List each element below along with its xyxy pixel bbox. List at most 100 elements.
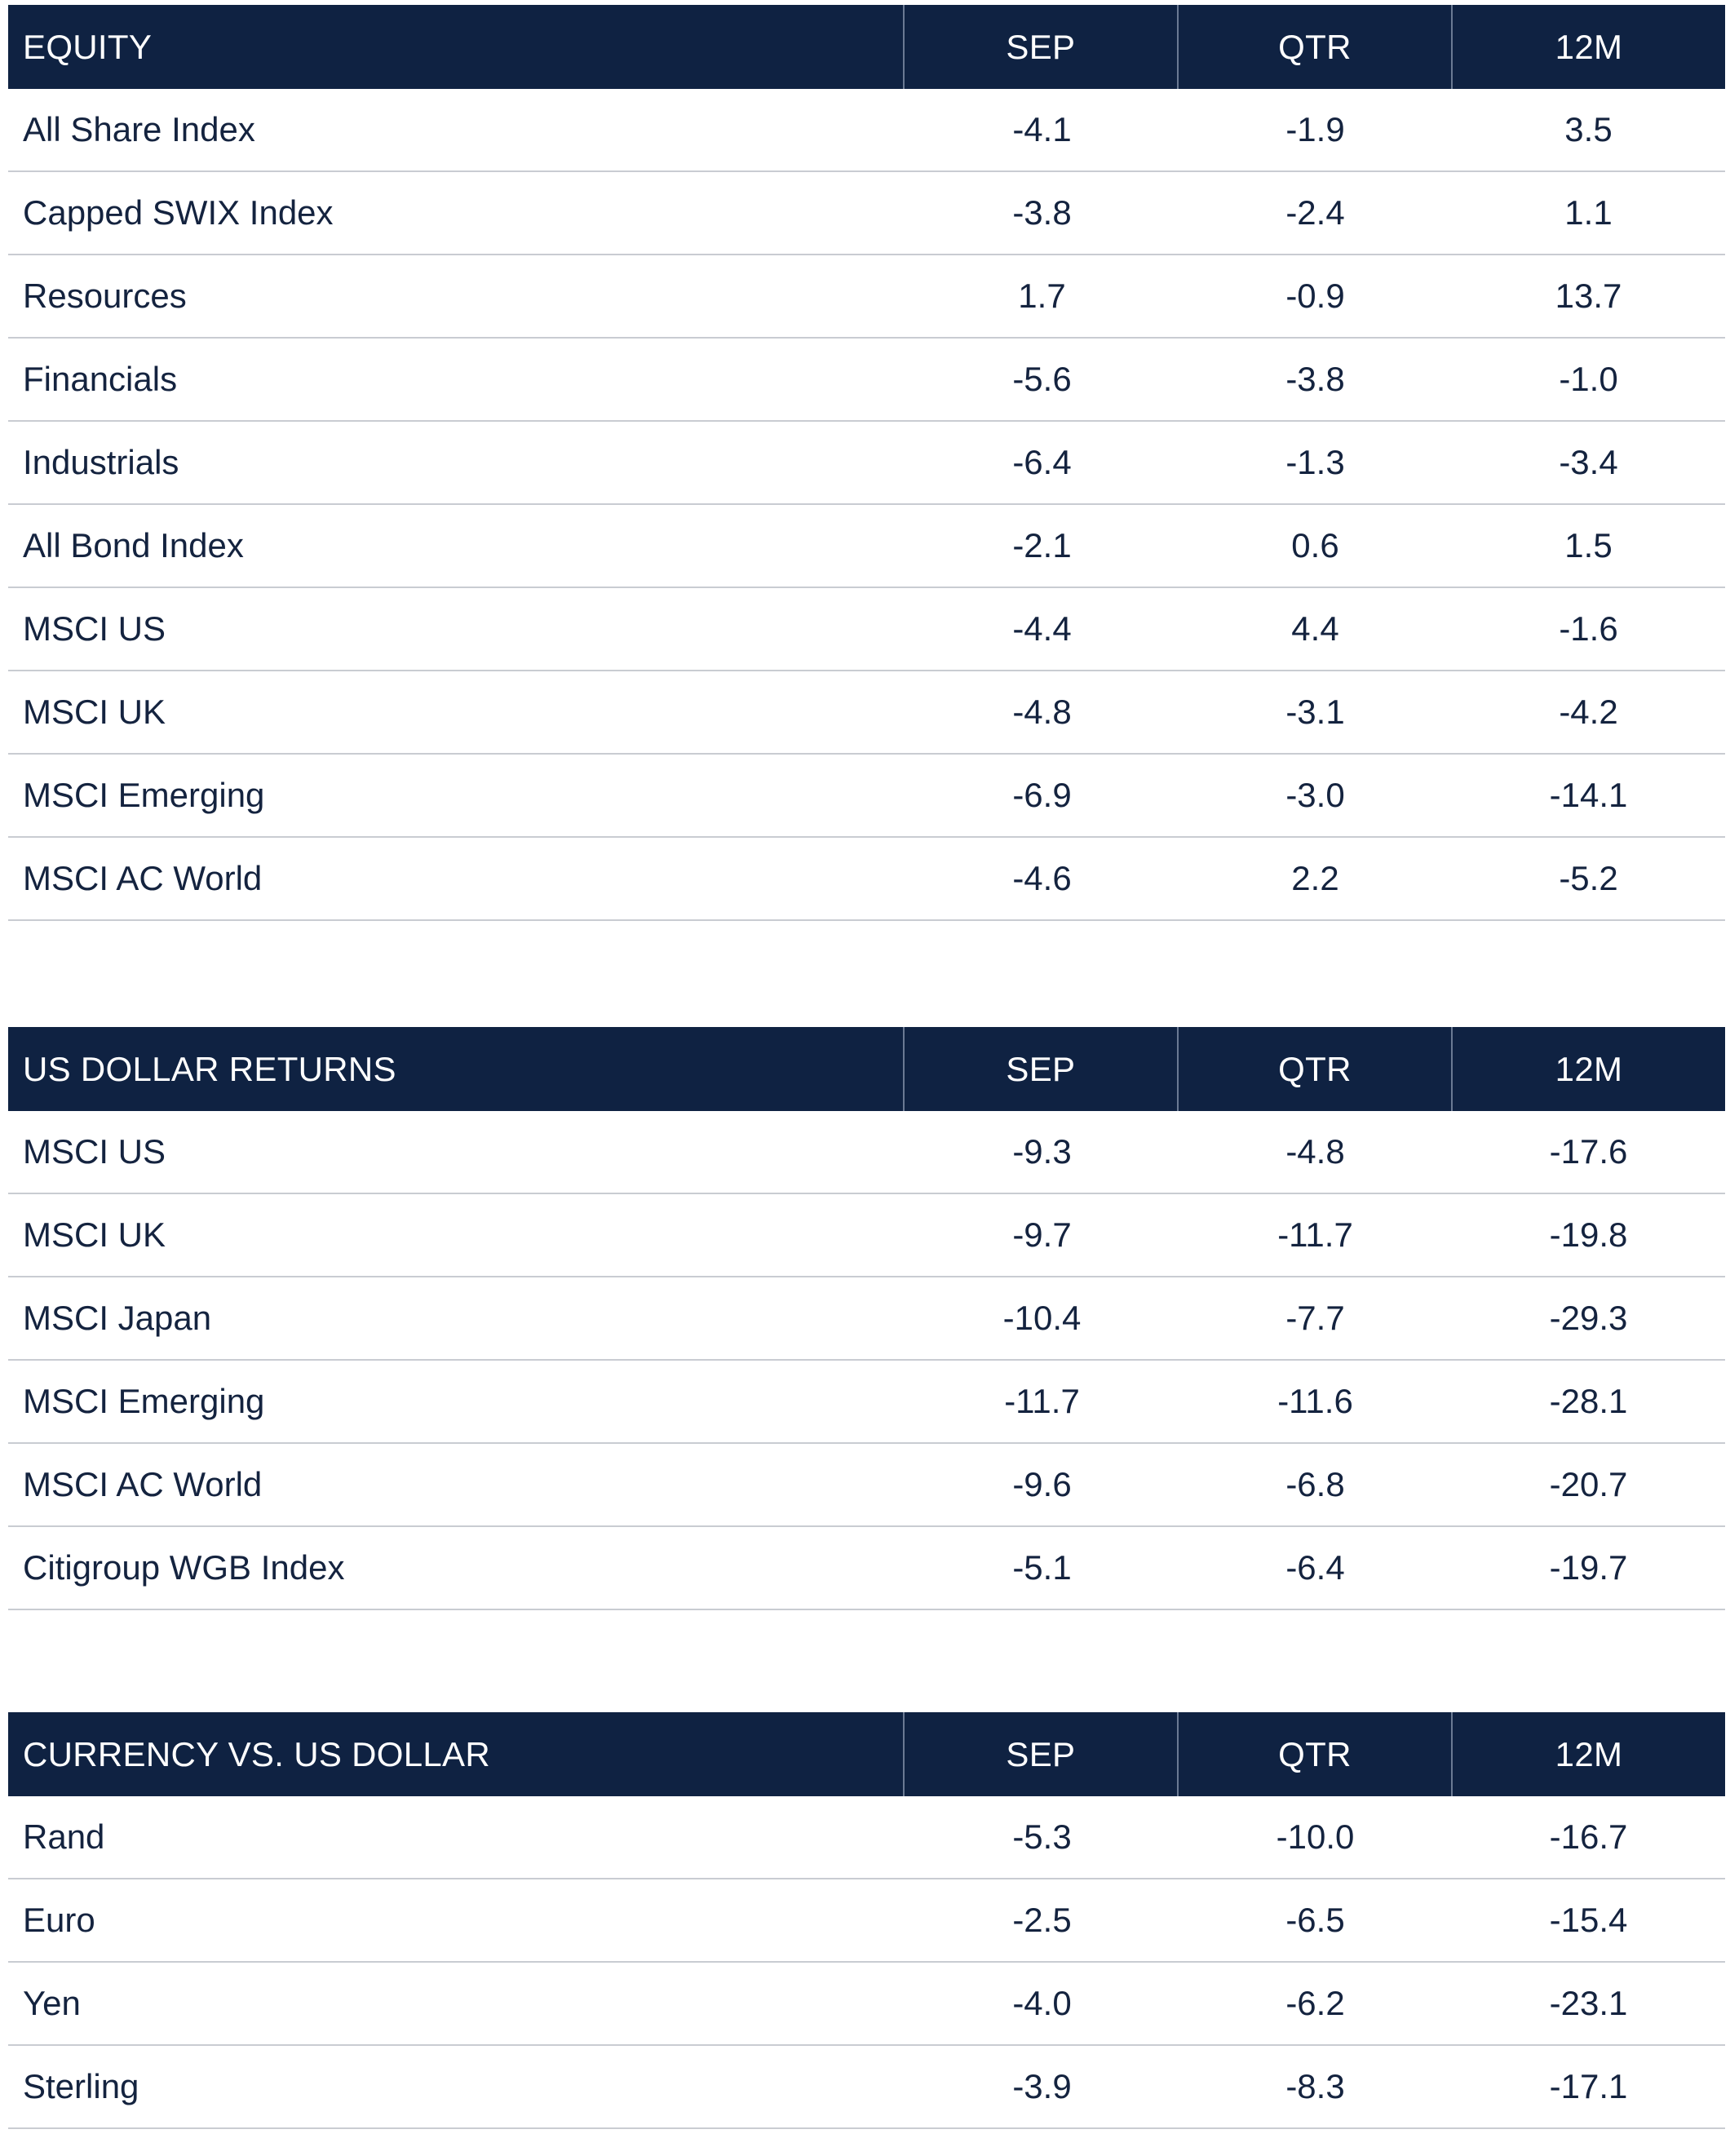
table-row: MSCI Emerging -11.7 -11.6 -28.1 (8, 1361, 1725, 1444)
value-qtr: 0.6 (1291, 526, 1339, 564)
value-qtr: -6.5 (1285, 1901, 1345, 1939)
value-12m: 1.5 (1564, 526, 1613, 564)
value-12m: -23.1 (1549, 1984, 1628, 2022)
value-qtr: -6.2 (1285, 1984, 1345, 2022)
value-12m: -20.7 (1549, 1465, 1628, 1503)
us-dollar-returns-table: US DOLLAR RETURNS SEP QTR 12M MSCI US -9.3 -4.… (8, 1027, 1725, 1610)
currency-vs-us-dollar-table: CURRENCY VS. US DOLLAR SEP QTR 12M Rand -5.3 -… (8, 1712, 1725, 2129)
value-qtr: -11.7 (1277, 1215, 1353, 1254)
row-label: All Bond Index (23, 526, 244, 564)
header-qtr: QTR (1176, 1712, 1451, 1796)
value-qtr: -7.7 (1285, 1299, 1345, 1337)
value-qtr: 4.4 (1291, 609, 1339, 648)
header-12m: 12M (1450, 1712, 1725, 1796)
value-sep: -6.9 (1012, 776, 1072, 814)
value-sep: 1.7 (1018, 277, 1066, 315)
value-qtr: -10.0 (1276, 1817, 1355, 1856)
value-12m: -29.3 (1549, 1299, 1628, 1337)
row-label: MSCI Emerging (23, 776, 265, 814)
value-12m: -14.1 (1549, 776, 1628, 814)
equity-table: EQUITY SEP QTR 12M All Share Index -4.1 -1.9 3.… (8, 5, 1725, 921)
table-row: Financials -5.6 -3.8 -1.0 (8, 339, 1725, 422)
table-row: MSCI UK -9.7 -11.7 -19.8 (8, 1194, 1725, 1277)
row-label: All Share Index (23, 110, 255, 148)
header-qtr: QTR (1176, 1027, 1451, 1111)
header-sep: SEP (902, 5, 1177, 89)
value-12m: -4.2 (1559, 693, 1618, 731)
row-label: MSCI UK (23, 693, 166, 731)
table-row: MSCI AC World -9.6 -6.8 -20.7 (8, 1444, 1725, 1527)
value-qtr: 2.2 (1291, 859, 1339, 897)
value-qtr: -6.8 (1285, 1465, 1345, 1503)
row-label: Euro (23, 1901, 95, 1939)
row-label: Resources (23, 277, 187, 315)
value-sep: -9.7 (1012, 1215, 1072, 1254)
header-12m: 12M (1450, 5, 1725, 89)
row-label: MSCI AC World (23, 859, 263, 897)
row-label: Capped SWIX Index (23, 193, 334, 232)
value-12m: -5.2 (1559, 859, 1618, 897)
table-row: All Share Index -4.1 -1.9 3.5 (8, 89, 1725, 172)
table-row: MSCI US -9.3 -4.8 -17.6 (8, 1111, 1725, 1194)
row-label: MSCI US (23, 1132, 166, 1171)
value-sep: -5.6 (1012, 360, 1072, 398)
value-sep: -4.0 (1012, 1984, 1072, 2022)
value-qtr: -0.9 (1285, 277, 1345, 315)
table-header: EQUITY SEP QTR 12M (8, 5, 1725, 89)
value-sep: -2.5 (1012, 1901, 1072, 1939)
header-sep: SEP (902, 1027, 1177, 1111)
table-row: MSCI US -4.4 4.4 -1.6 (8, 588, 1725, 671)
table-row: Industrials -6.4 -1.3 -3.4 (8, 422, 1725, 505)
value-sep: -3.9 (1012, 2067, 1072, 2105)
table-row: MSCI UK -4.8 -3.1 -4.2 (8, 671, 1725, 755)
value-12m: 13.7 (1555, 277, 1622, 315)
row-label: MSCI US (23, 609, 166, 648)
value-12m: 3.5 (1564, 110, 1613, 148)
row-label: MSCI AC World (23, 1465, 263, 1503)
table-row: Sterling -3.9 -8.3 -17.1 (8, 2046, 1725, 2129)
table-row: Yen -4.0 -6.2 -23.1 (8, 1963, 1725, 2046)
row-label: MSCI Japan (23, 1299, 212, 1337)
value-qtr: -8.3 (1285, 2067, 1345, 2105)
header-sep: SEP (902, 1712, 1177, 1796)
row-label: Industrials (23, 443, 179, 481)
value-12m: -15.4 (1549, 1901, 1628, 1939)
value-12m: -1.0 (1559, 360, 1618, 398)
value-sep: -11.7 (1004, 1382, 1080, 1420)
value-sep: -4.6 (1012, 859, 1072, 897)
table-row: Euro -2.5 -6.5 -15.4 (8, 1879, 1725, 1963)
value-qtr: -11.6 (1277, 1382, 1353, 1420)
table-row: Citigroup WGB Index -5.1 -6.4 -19.7 (8, 1527, 1725, 1610)
value-qtr: -2.4 (1285, 193, 1345, 232)
value-qtr: -4.8 (1285, 1132, 1345, 1171)
row-label: Citigroup WGB Index (23, 1548, 345, 1587)
value-qtr: -1.3 (1285, 443, 1345, 481)
row-label: Rand (23, 1817, 105, 1856)
value-sep: -2.1 (1012, 526, 1072, 564)
value-qtr: -3.0 (1285, 776, 1345, 814)
row-label: Sterling (23, 2067, 139, 2105)
table-row: MSCI Emerging -6.9 -3.0 -14.1 (8, 755, 1725, 838)
table-row: Rand -5.3 -10.0 -16.7 (8, 1796, 1725, 1879)
value-12m: -17.6 (1549, 1132, 1628, 1171)
value-12m: -16.7 (1549, 1817, 1628, 1856)
value-qtr: -6.4 (1285, 1548, 1345, 1587)
row-label: MSCI Emerging (23, 1382, 265, 1420)
value-sep: -5.1 (1012, 1548, 1072, 1587)
value-12m: -17.1 (1549, 2067, 1628, 2105)
header-title: EQUITY (23, 27, 153, 66)
table-row: All Bond Index -2.1 0.6 1.5 (8, 505, 1725, 588)
value-sep: -4.8 (1012, 693, 1072, 731)
table-row: Resources 1.7 -0.9 13.7 (8, 255, 1725, 339)
value-sep: -4.1 (1012, 110, 1072, 148)
row-label: Financials (23, 360, 178, 398)
table-row: Capped SWIX Index -3.8 -2.4 1.1 (8, 172, 1725, 255)
header-qtr: QTR (1176, 5, 1451, 89)
value-sep: -5.3 (1012, 1817, 1072, 1856)
value-sep: -3.8 (1012, 193, 1072, 232)
header-12m: 12M (1450, 1027, 1725, 1111)
value-12m: -19.7 (1549, 1548, 1628, 1587)
value-12m: -19.8 (1549, 1215, 1628, 1254)
value-12m: -3.4 (1559, 443, 1618, 481)
